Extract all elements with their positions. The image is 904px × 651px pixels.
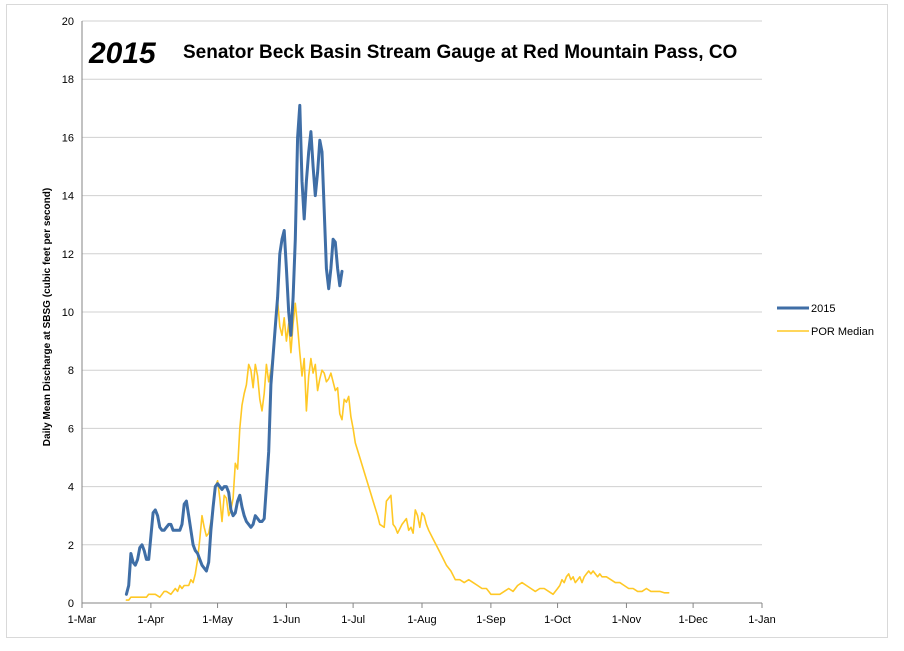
grid-layer — [82, 20, 762, 546]
series-layer — [124, 103, 670, 601]
legend-label: POR Median — [811, 326, 874, 338]
y-tick-label: 10 — [62, 307, 74, 319]
y-tick-label: 2 — [68, 540, 74, 552]
x-tick-label: 1-Apr — [137, 614, 164, 626]
x-tick-label: 1-May — [202, 614, 233, 626]
y-tick-label: 8 — [68, 365, 74, 377]
x-tick-label: 1-Sep — [476, 614, 505, 626]
y-tick-label: 20 — [62, 16, 74, 28]
x-tick-label: 1-Nov — [612, 614, 642, 626]
y-tick-label: 18 — [62, 74, 74, 86]
y-tick-label: 0 — [68, 598, 74, 610]
x-tick-label: 1-Oct — [544, 614, 571, 626]
legend: 2015 POR Median — [777, 303, 874, 338]
x-tick-label: 1-Dec — [678, 614, 708, 626]
legend-label: 2015 — [811, 303, 835, 315]
chart-title: 2015 Senator Beck Basin Stream Gauge at … — [88, 37, 737, 70]
x-tick-label: 1-Jul — [341, 614, 365, 626]
chart-svg: 0 2 4 6 8 10 12 14 16 18 20 1-Mar 1-Apr 1-May 1-Jun 1-J… — [42, 16, 874, 626]
y-tick-label: 12 — [62, 249, 74, 261]
x-tick-label: 1-Mar — [68, 614, 97, 626]
y-tick-label: 16 — [62, 132, 74, 144]
axis-layer: 0 2 4 6 8 10 12 14 16 18 20 1-Mar 1-Apr 1-May 1-Jun 1-J… — [62, 16, 776, 626]
y-tick-label: 6 — [68, 423, 74, 435]
y-tick-label: 4 — [68, 482, 74, 494]
series-line-2015 — [124, 103, 344, 596]
x-tick-label: 1-Jan — [748, 614, 776, 626]
chart-title-text: Senator Beck Basin Stream Gauge at Red M… — [183, 42, 737, 63]
y-tick-label: 14 — [62, 191, 74, 203]
chart-title-year: 2015 — [88, 37, 157, 70]
x-tick-label: 1-Jun — [273, 614, 301, 626]
chart-frame: 0 2 4 6 8 10 12 14 16 18 20 1-Mar 1-Apr 1-May 1-Jun 1-J… — [6, 4, 888, 638]
x-tick-label: 1-Aug — [407, 614, 436, 626]
y-axis-title: Daily Mean Discharge at SBSG (cubic feet… — [42, 188, 53, 446]
